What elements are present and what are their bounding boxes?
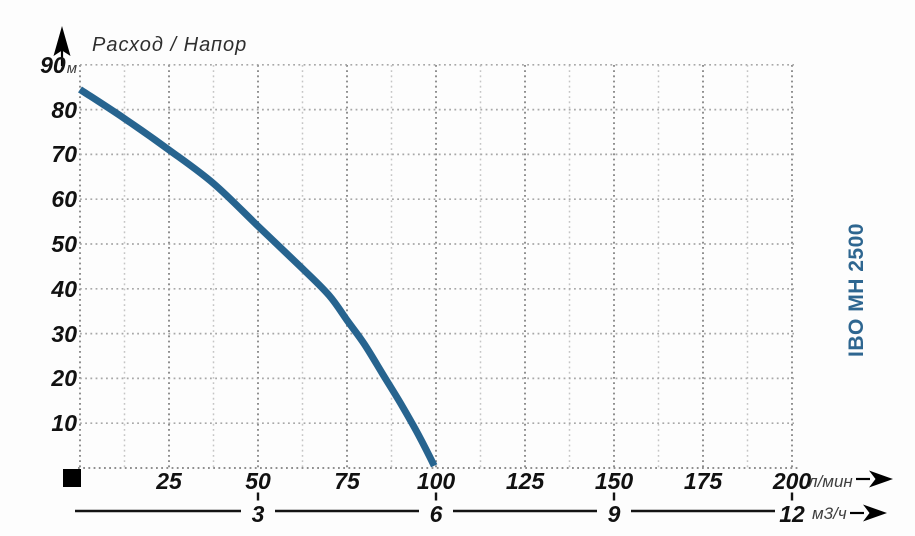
x-secondary-tick-label: 9 <box>607 501 621 527</box>
chart-title: Расход / Напор <box>92 34 248 56</box>
x-axis-right-arrow-icon <box>869 470 893 488</box>
x-tick-label: 25 <box>156 468 182 494</box>
y-tick-label: 20 <box>51 365 77 392</box>
x-tick-label: 200 <box>772 468 812 494</box>
x-secondary-tick-label: 3 <box>251 501 265 527</box>
x-axis-unit-label: л/мин <box>808 472 853 491</box>
y-tick-label: 60 <box>51 186 77 213</box>
pump-curve <box>78 86 438 468</box>
x-tick-label: 75 <box>334 468 360 494</box>
y-tick-label: 90м <box>40 51 77 78</box>
y-tick-label: 80 <box>51 96 77 123</box>
origin-square-marker <box>63 469 81 487</box>
x-secondary-tick-label: 12 <box>779 501 805 527</box>
x-tick-label: 50 <box>245 468 271 494</box>
y-tick-label: 50 <box>51 231 77 257</box>
y-tick-label: 70 <box>51 141 77 168</box>
x-tick-label: 150 <box>594 468 634 494</box>
y-axis-unit-label: м <box>66 59 77 77</box>
x-tick-label: 125 <box>505 468 545 494</box>
y-tick-label: 10 <box>51 410 77 437</box>
x2-axis-right-arrow-icon <box>863 504 887 522</box>
x-tick-label: 100 <box>416 468 456 494</box>
x-tick-label: 175 <box>683 468 723 494</box>
y-axis-up-arrow-icon <box>53 26 71 56</box>
x-secondary-tick-label: 6 <box>429 501 443 527</box>
y-tick-label: 30 <box>51 320 77 347</box>
x-axis-secondary-unit-label: м3/ч <box>812 504 847 523</box>
series-name-label: IBO MH 2500 <box>845 223 868 357</box>
y-tick-label: 40 <box>51 275 77 302</box>
